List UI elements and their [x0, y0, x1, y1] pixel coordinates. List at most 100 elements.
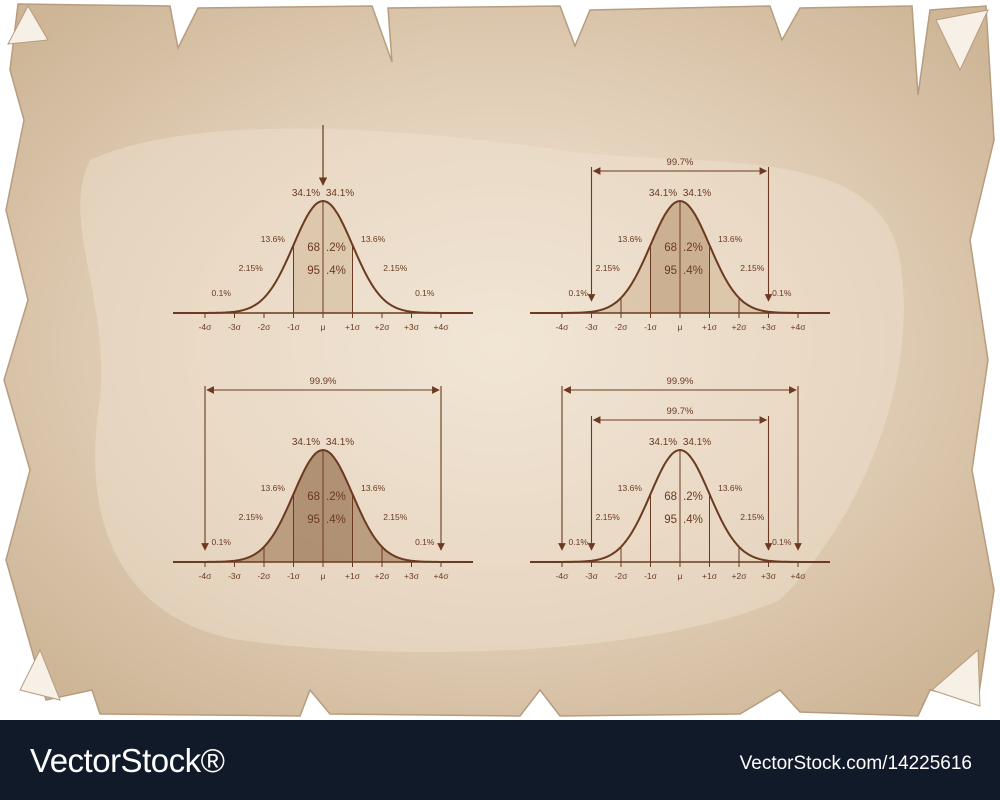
- sigma-label: -2σ: [615, 571, 629, 581]
- percent-label-2-15-left: 2.15%: [239, 263, 264, 273]
- percent-label-0-1-left: 0.1%: [212, 537, 232, 547]
- curl-bottom-right: [931, 648, 981, 707]
- percent-label-0-1-left: 0.1%: [212, 288, 232, 298]
- percent-label-13-6-left: 13.6%: [261, 234, 286, 244]
- sigma-label: -2σ: [258, 571, 272, 581]
- percent-label-68: 68: [307, 491, 320, 503]
- percent-label-68: 68: [664, 242, 677, 254]
- percent-label-13-6-left: 13.6%: [618, 234, 643, 244]
- sigma-label: -3σ: [585, 571, 599, 581]
- sigma-label: -3σ: [228, 322, 242, 332]
- percent-label-13-6-right: 13.6%: [361, 234, 386, 244]
- percent-label-95: 95: [307, 265, 320, 277]
- percent-label-13-6-right: 13.6%: [718, 234, 743, 244]
- percent-label-34-1-right: 34.1%: [683, 437, 711, 448]
- span-99-9-label: 99.9%: [667, 376, 694, 387]
- sigma-label: -4σ: [556, 571, 570, 581]
- span-99-7-label: 99.7%: [667, 406, 694, 417]
- distribution-99-9-99-7: -4σ -3σ -2σ -1σ μ +1σ +2σ +3σ +4σ 34.1% 34.1% 13.6%…: [530, 376, 830, 581]
- percent-label-95-decimal: .4%: [326, 265, 346, 277]
- percent-label-34-1-left: 34.1%: [292, 188, 320, 199]
- sigma-label: -2σ: [615, 322, 629, 332]
- sigma-label: -4σ: [199, 571, 213, 581]
- sigma-label: -1σ: [644, 571, 658, 581]
- percent-label-0-1-left: 0.1%: [569, 537, 589, 547]
- sigma-label: -4σ: [199, 322, 213, 332]
- percent-label-0-1-right: 0.1%: [415, 288, 435, 298]
- percent-label-95-decimal: .4%: [326, 514, 346, 526]
- footer-bar: VectorStock® VectorStock.com/14225616: [0, 720, 1000, 800]
- percent-label-2-15-right: 2.15%: [383, 263, 408, 273]
- sigma-label: +1σ: [345, 322, 361, 332]
- paper-canvas: -4σ -3σ -2σ -1σ μ +1σ +2σ +3σ +4σ 34.1% 34.1% 13.6%…: [0, 3, 1000, 800]
- percent-label-0-1-left: 0.1%: [569, 288, 589, 298]
- percent-label-2-15-left: 2.15%: [596, 512, 621, 522]
- sigma-label: +3σ: [404, 322, 420, 332]
- distribution-99-7: -4σ -3σ -2σ -1σ μ +1σ +2σ +3σ +4σ 34.1% 34.1% 13.6%…: [530, 157, 830, 332]
- percent-label-13-6-right: 13.6%: [718, 483, 743, 493]
- percent-label-68: 68: [307, 242, 320, 254]
- sigma-label: +1σ: [345, 571, 361, 581]
- percent-label-34-1-left: 34.1%: [649, 437, 677, 448]
- sigma-label: μ: [321, 571, 326, 581]
- percent-label-34-1-right: 34.1%: [326, 437, 354, 448]
- percent-label-13-6-left: 13.6%: [261, 483, 286, 493]
- bell-curve: [173, 199, 473, 314]
- sigma-label: -1σ: [287, 322, 301, 332]
- sigma-label: +2σ: [375, 571, 391, 581]
- distribution-99-9: -4σ -3σ -2σ -1σ μ +1σ +2σ +3σ +4σ 34.1% 34.1% 13.6%…: [173, 376, 473, 581]
- sigma-label: +3σ: [761, 571, 777, 581]
- percent-label-2-15-right: 2.15%: [740, 512, 765, 522]
- percent-label-95: 95: [307, 514, 320, 526]
- percent-label-2-15-right: 2.15%: [383, 512, 408, 522]
- sigma-label: +2σ: [732, 571, 748, 581]
- percent-label-95-decimal: .4%: [683, 265, 703, 277]
- curl-bottom-left: [19, 648, 61, 701]
- sigma-label: +1σ: [702, 571, 718, 581]
- span-99-9-label: 99.9%: [310, 376, 337, 387]
- percent-label-2-15-left: 2.15%: [239, 512, 264, 522]
- percent-label-95: 95: [664, 514, 677, 526]
- sigma-label: -3σ: [585, 322, 599, 332]
- percent-label-68-decimal: .2%: [683, 491, 703, 503]
- percent-label-2-15-left: 2.15%: [596, 263, 621, 273]
- percent-label-2-15-right: 2.15%: [740, 263, 765, 273]
- sigma-label: μ: [678, 571, 683, 581]
- percent-label-0-1-right: 0.1%: [415, 537, 435, 547]
- bell-curve: [530, 199, 830, 314]
- sigma-label: μ: [678, 322, 683, 332]
- bell-curve: [530, 448, 830, 563]
- percent-label-68: 68: [664, 491, 677, 503]
- percent-label-34-1-left: 34.1%: [292, 437, 320, 448]
- sigma-label: +2σ: [375, 322, 391, 332]
- sigma-label: -1σ: [287, 571, 301, 581]
- bell-curve: [173, 448, 473, 563]
- percent-label-68-decimal: .2%: [326, 491, 346, 503]
- percent-label-68-decimal: .2%: [683, 242, 703, 254]
- sigma-label: +4σ: [791, 571, 807, 581]
- curl-top-right: [935, 9, 989, 72]
- sigma-label: +2σ: [732, 322, 748, 332]
- brand-name: VectorStock®: [30, 742, 225, 779]
- sigma-label: +4σ: [434, 322, 450, 332]
- distribution-center-arrow: -4σ -3σ -2σ -1σ μ +1σ +2σ +3σ +4σ 34.1% 34.1% 13.6%…: [173, 125, 473, 332]
- percent-label-13-6-right: 13.6%: [361, 483, 386, 493]
- percent-label-34-1-right: 34.1%: [683, 188, 711, 199]
- sigma-label: +1σ: [702, 322, 718, 332]
- percent-label-95: 95: [664, 265, 677, 277]
- sigma-label: -2σ: [258, 322, 272, 332]
- curl-top-left: [7, 4, 49, 45]
- span-99-7-label: 99.7%: [667, 157, 694, 168]
- sigma-label: μ: [321, 322, 326, 332]
- sigma-label: +3σ: [761, 322, 777, 332]
- diagram-artwork: -4σ -3σ -2σ -1σ μ +1σ +2σ +3σ +4σ 34.1% 34.1% 13.6%…: [3, 3, 995, 717]
- sigma-label: +3σ: [404, 571, 420, 581]
- percent-label-95-decimal: .4%: [683, 514, 703, 526]
- percent-label-34-1-left: 34.1%: [649, 188, 677, 199]
- percent-label-13-6-left: 13.6%: [618, 483, 643, 493]
- percent-label-0-1-right: 0.1%: [772, 288, 792, 298]
- image-url: VectorStock.com/14225616: [739, 753, 972, 774]
- sigma-label: -4σ: [556, 322, 570, 332]
- sigma-label: -3σ: [228, 571, 242, 581]
- percent-label-34-1-right: 34.1%: [326, 188, 354, 199]
